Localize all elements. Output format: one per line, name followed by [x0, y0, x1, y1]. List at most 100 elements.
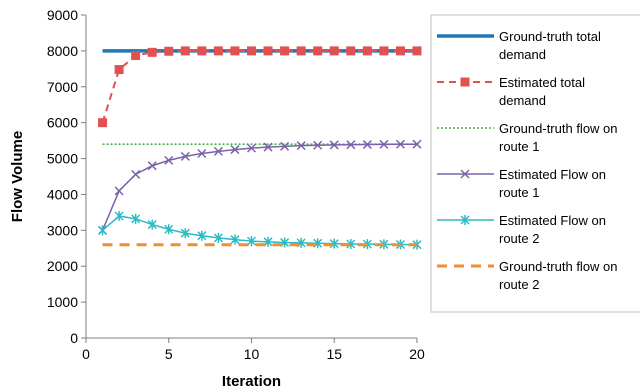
series-4-point: [230, 145, 240, 155]
series-4-point: [246, 143, 257, 153]
series-layer: [98, 46, 422, 250]
series-4-point-stroke: [346, 140, 356, 150]
series-2-point: [98, 118, 108, 128]
series-2-point: [412, 46, 422, 56]
series-4-point: [131, 169, 141, 179]
legend-entry: Estimated Flow on route 2: [437, 213, 606, 246]
series-4-point: [114, 186, 124, 196]
series-4-point-stroke: [296, 141, 306, 151]
legend-swatch-marker: [460, 215, 470, 225]
series-4-point: [362, 140, 372, 150]
series-2-point: [247, 46, 256, 56]
legend-label: Ground-truth flow on: [499, 259, 618, 274]
legend: Ground-truth total demand Estimated total d…: [430, 14, 640, 313]
series-2-point: [197, 46, 207, 56]
series-2-point: [329, 46, 339, 56]
legend-label: Ground-truth flow on: [499, 121, 618, 136]
series-4-point-stroke: [280, 141, 290, 151]
legend-entry: Ground-truth total demand: [437, 29, 601, 62]
series-2-point: [164, 46, 174, 56]
series-2-point: [114, 65, 124, 75]
series-4-point-stroke: [263, 142, 273, 152]
y-tick-label: 7000: [47, 79, 78, 95]
legend-entry: Ground-truth flow on route 2: [437, 259, 618, 292]
series-5-point: [180, 228, 190, 239]
legend-label: demand: [499, 47, 546, 62]
series-line-5: [102, 215, 418, 246]
x-tick-label: 10: [244, 346, 260, 362]
legend-label: route 1: [499, 139, 539, 154]
x-tick-label: 5: [165, 346, 173, 362]
x-tick-label: 15: [326, 346, 342, 362]
series-4-point: [197, 149, 207, 159]
series-5-point: [346, 238, 356, 249]
series-5-point: [147, 219, 157, 230]
series-line-4: [101, 143, 418, 231]
series-4-point-stroke: [131, 169, 141, 179]
series-4-point: [395, 139, 405, 149]
series-4-point-stroke: [230, 145, 240, 155]
legend-label: route 1: [499, 185, 539, 200]
legend-label: route 2: [499, 277, 539, 292]
series-4-point: [412, 139, 422, 149]
series-4-point-stroke: [180, 151, 190, 161]
legend-label: Ground-truth total: [499, 29, 601, 44]
series-2-point: [395, 46, 405, 56]
series-4-point: [329, 140, 339, 150]
series-2-point: [230, 46, 240, 56]
series-2-point: [263, 46, 273, 56]
y-tick-label: 0: [70, 330, 78, 346]
series-5-point: [230, 234, 240, 245]
legend-label: demand: [499, 93, 546, 108]
series-4-point-stroke: [197, 149, 207, 159]
series-4-point-stroke: [147, 161, 157, 171]
series-4-point: [147, 161, 157, 171]
series-4-point-stroke: [114, 186, 124, 196]
series-4-point: [296, 141, 306, 151]
series-5-point: [98, 225, 108, 236]
series-4-point: [346, 140, 356, 150]
series-2-point: [280, 46, 290, 56]
y-tick-label: 6000: [47, 115, 78, 131]
legend-label: route 2: [499, 231, 539, 246]
x-axis-title: Iteration: [222, 373, 281, 390]
series-4-point-stroke: [379, 139, 389, 149]
series-5-point: [329, 238, 339, 249]
series-5-point: [164, 224, 174, 235]
series-4-point-stroke: [412, 139, 422, 149]
series-4-point-stroke: [362, 140, 372, 150]
series-2-point: [379, 46, 389, 56]
y-tick-label: 4000: [47, 186, 78, 202]
x-tick-label: 0: [82, 346, 90, 362]
series-4-point-stroke: [313, 140, 323, 150]
series-4-point: [164, 155, 174, 165]
legend-swatch-marker: [460, 169, 470, 179]
series-4-point: [263, 142, 273, 152]
y-axis-title: Flow Volume: [9, 131, 26, 222]
series-5-point: [197, 230, 207, 241]
series-2-point: [147, 47, 157, 57]
y-tick-label: 8000: [47, 43, 78, 59]
series-4-point-stroke: [164, 155, 174, 165]
series-5-point: [114, 210, 124, 221]
series-4-point-stroke: [395, 139, 405, 149]
legend-swatch-marker: [460, 77, 470, 87]
series-4-point-stroke: [246, 143, 257, 153]
y-tick-label: 3000: [47, 222, 78, 238]
series-2-point: [131, 51, 141, 61]
series-4-point: [280, 141, 290, 151]
y-tick-label: 9000: [47, 7, 78, 23]
series-2-point: [313, 46, 323, 56]
legend-label: Estimated Flow on: [499, 213, 606, 228]
series-2-point: [296, 46, 306, 56]
series-5-point: [131, 213, 141, 224]
y-tick-label: 1000: [47, 294, 78, 310]
series-5-point: [213, 232, 223, 243]
series-4-point: [180, 151, 190, 161]
legend-label: Estimated total: [499, 75, 585, 90]
y-tick-label: 5000: [47, 151, 78, 167]
legend-entry: Estimated Flow on route 1: [437, 167, 606, 200]
series-4-point-stroke: [329, 140, 339, 150]
series-4-point: [379, 139, 389, 149]
